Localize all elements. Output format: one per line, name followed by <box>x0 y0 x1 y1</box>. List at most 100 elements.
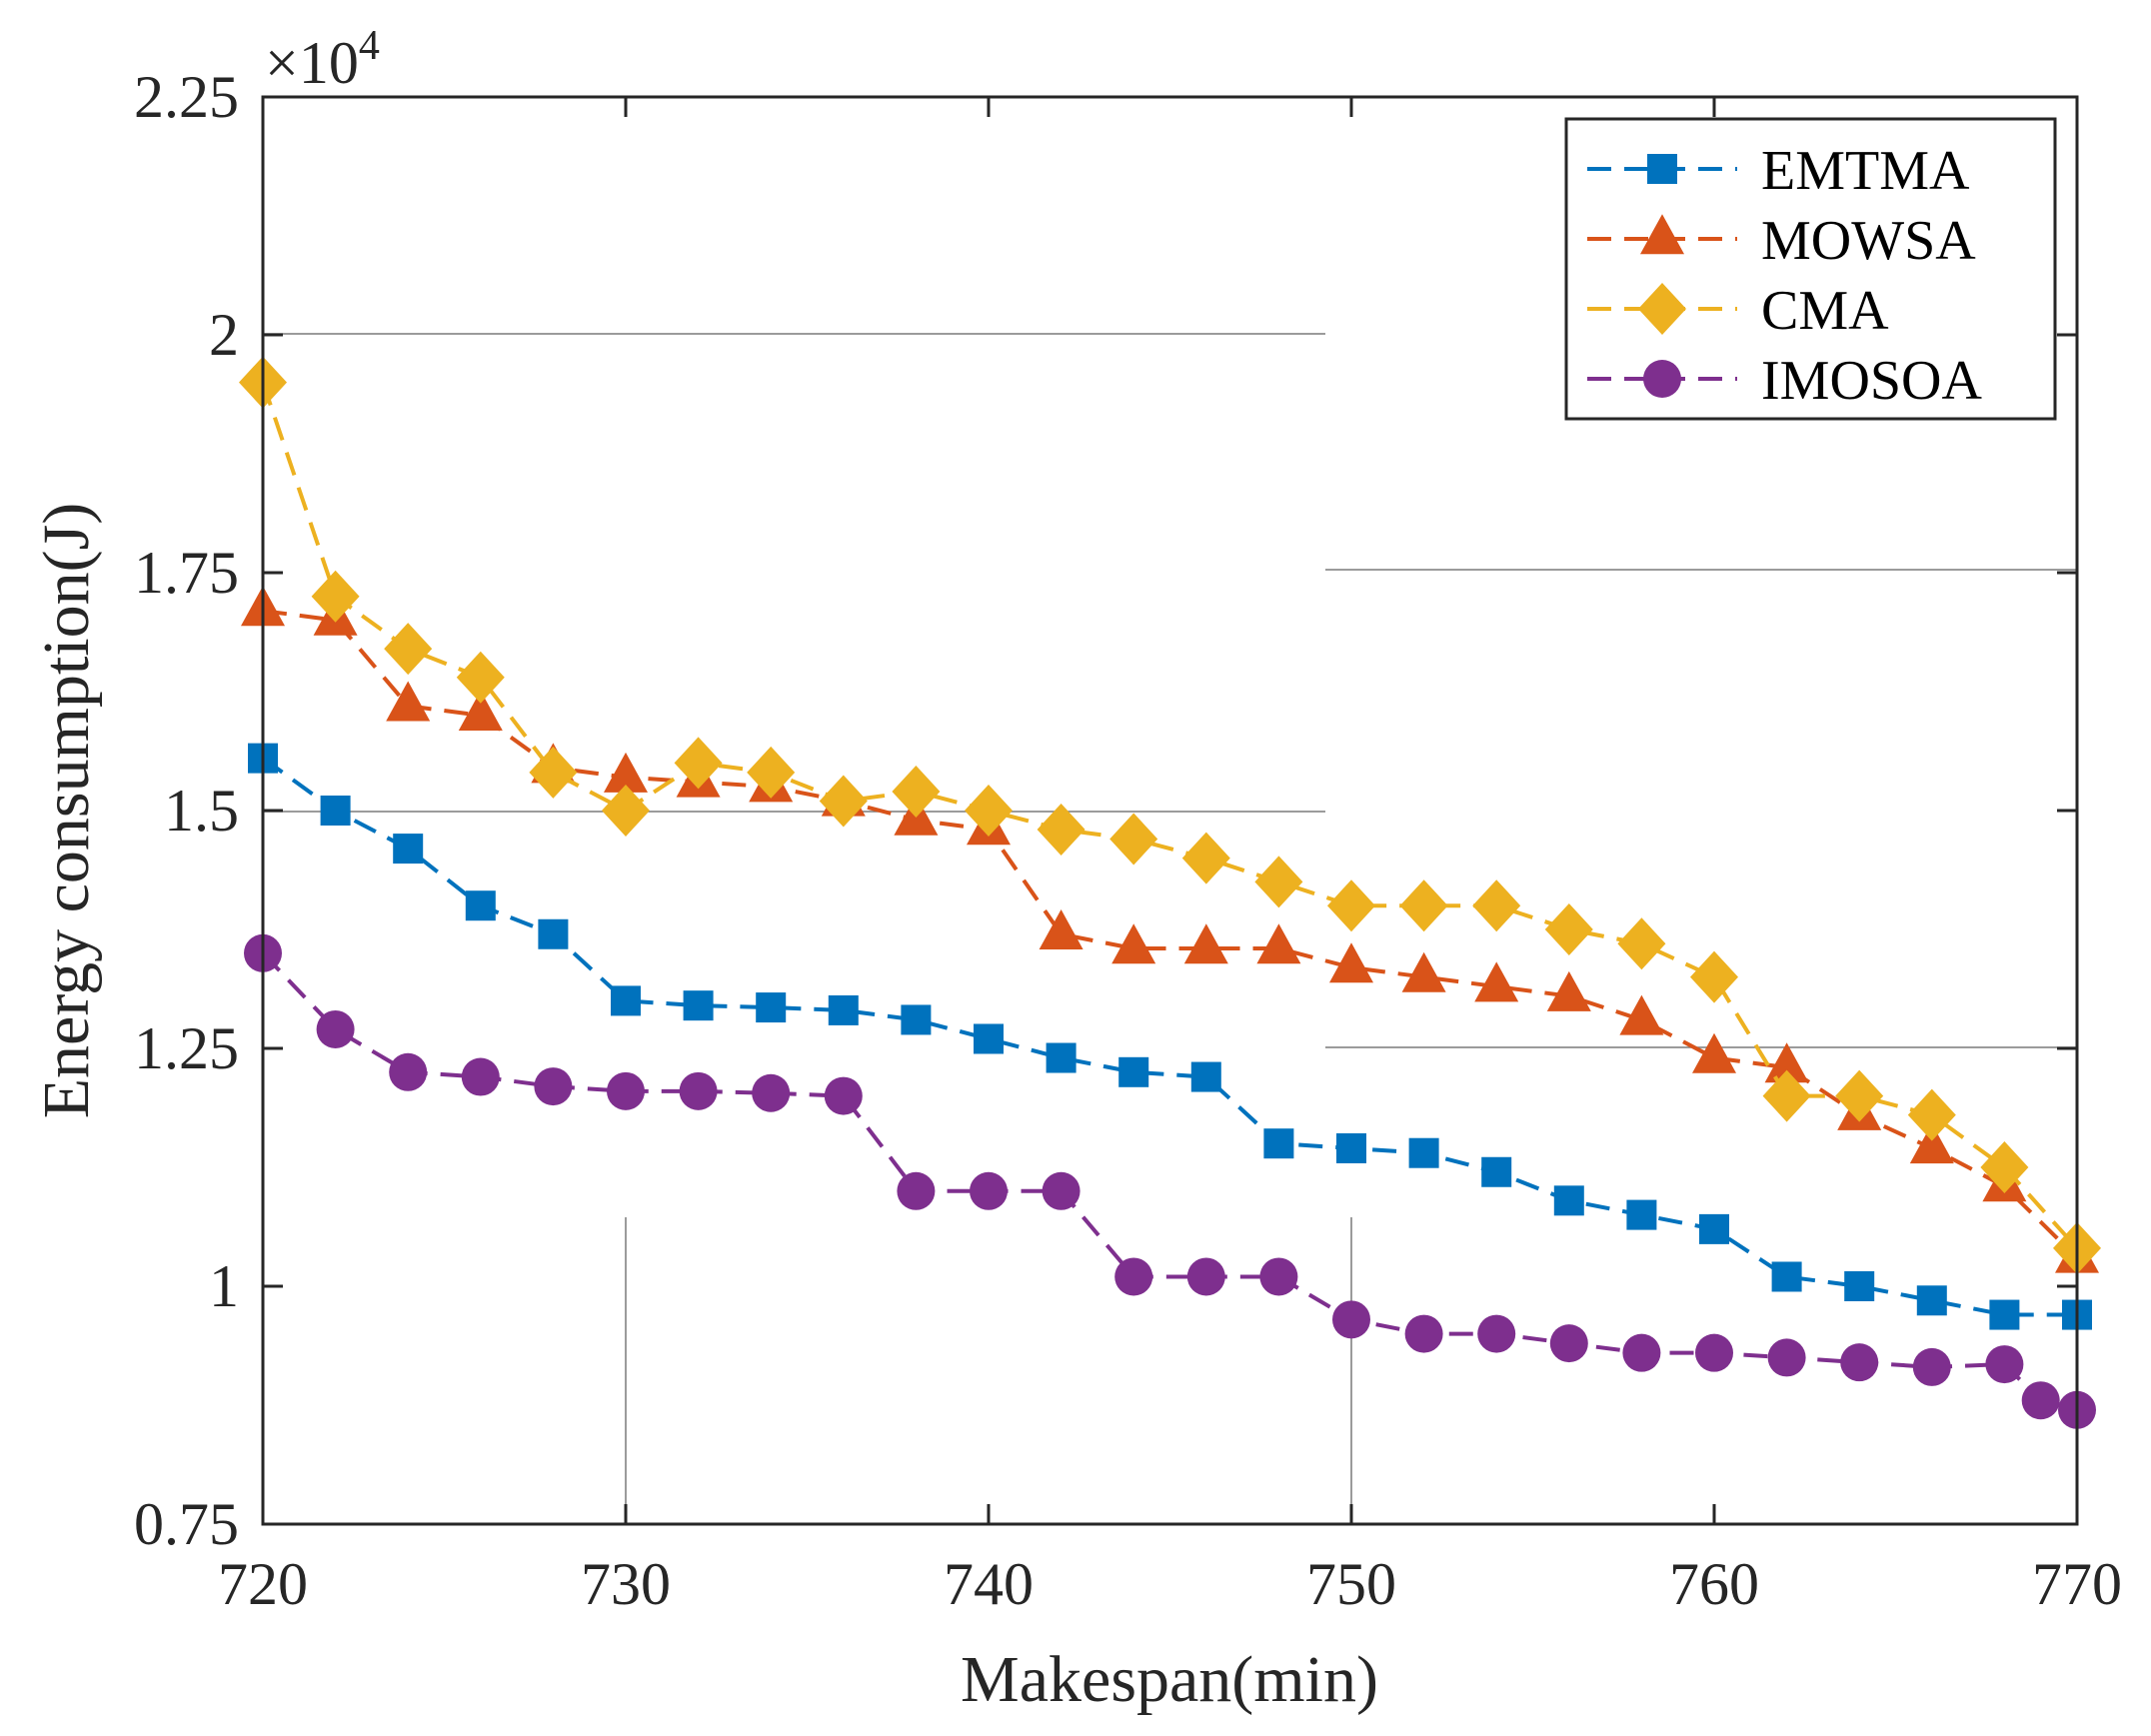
data-point-imosoa <box>534 1067 573 1106</box>
x-axis-title: Makespan(min) <box>961 1643 1378 1716</box>
y-tick-label: 1 <box>209 1253 239 1319</box>
data-point-emtma <box>1046 1042 1076 1073</box>
y-axis-title: Energy consumption(J) <box>30 503 103 1119</box>
artifact-lines <box>263 333 2077 1524</box>
data-point-emtma <box>1626 1199 1657 1230</box>
data-point-mowsa <box>1111 923 1156 964</box>
data-point-imosoa <box>1332 1300 1370 1339</box>
data-point-mowsa <box>1401 951 1446 992</box>
x-tick-label: 770 <box>2032 1551 2122 1617</box>
data-point-cma <box>1037 804 1085 857</box>
data-point-cma <box>1181 832 1230 884</box>
y-multiplier-exponent: 4 <box>359 23 380 69</box>
data-point-emtma <box>1263 1128 1294 1159</box>
data-point-cma <box>747 746 796 799</box>
data-point-imosoa <box>316 1009 355 1048</box>
data-point-emtma <box>393 834 424 865</box>
data-point-imosoa <box>1840 1343 1879 1382</box>
data-point-emtma <box>1553 1185 1584 1216</box>
data-point-imosoa <box>1477 1314 1516 1353</box>
legend-label-emtma: EMTMA <box>1761 140 1970 202</box>
data-point-cma <box>1907 1088 1956 1141</box>
data-point-imosoa <box>1695 1333 1733 1372</box>
data-point-emtma <box>1408 1137 1439 1168</box>
data-point-emtma <box>465 890 496 921</box>
x-tick-label: 750 <box>1306 1551 1396 1617</box>
data-point-emtma <box>1771 1261 1802 1292</box>
data-point-imosoa <box>389 1052 428 1091</box>
data-point-imosoa <box>1259 1257 1298 1296</box>
data-point-emtma <box>756 992 787 1023</box>
data-point-emtma <box>1336 1132 1366 1163</box>
data-point-cma <box>1835 1069 1884 1122</box>
data-point-cma <box>529 746 578 799</box>
data-point-imosoa <box>1622 1333 1661 1372</box>
series-imosoa <box>244 933 2096 1429</box>
data-point-cma <box>1544 903 1593 955</box>
data-point-emtma <box>1699 1213 1729 1244</box>
data-point-imosoa <box>970 1171 1008 1210</box>
legend-label-imosoa: IMOSOA <box>1761 350 1982 412</box>
data-point-imosoa <box>1985 1345 2024 1384</box>
series-cma <box>239 356 2101 1274</box>
data-point-imosoa <box>1042 1171 1080 1210</box>
data-point-mowsa <box>1039 908 1083 949</box>
data-point-emtma <box>828 994 859 1025</box>
data-point-imosoa <box>2021 1381 2060 1420</box>
data-point-cma <box>1254 856 1303 908</box>
data-point-mowsa <box>1692 1032 1736 1073</box>
data-point-cma <box>1399 879 1448 932</box>
data-point-cma <box>1327 879 1375 932</box>
data-point-cma <box>1617 917 1666 970</box>
x-tick-label: 720 <box>218 1551 308 1617</box>
data-point-mowsa <box>1909 1123 1954 1164</box>
x-tick-label: 740 <box>944 1551 1034 1617</box>
data-point-cma <box>1109 813 1158 866</box>
data-point-emtma <box>974 1023 1004 1054</box>
data-point-mowsa <box>1256 923 1301 964</box>
legend-marker-cma <box>1638 283 1686 335</box>
y-tick-label: 2.25 <box>134 64 239 130</box>
data-point-emtma <box>1916 1285 1947 1316</box>
legend-label-cma: CMA <box>1761 280 1889 342</box>
x-tick-label: 760 <box>1669 1551 1759 1617</box>
legend-marker-mowsa <box>1640 214 1684 255</box>
data-point-imosoa <box>897 1171 936 1210</box>
y-axis: 0.75 1 1.25 1.5 1.75 2 2.25 <box>134 64 2077 1557</box>
y-multiplier: ×104 <box>265 23 380 96</box>
x-axis: 720 730 740 750 760 770 <box>218 97 2122 1617</box>
data-point-cma <box>602 785 650 837</box>
data-point-cma <box>892 765 941 818</box>
data-point-mowsa <box>1546 970 1591 1011</box>
x-tick-label: 730 <box>581 1551 671 1617</box>
data-point-imosoa <box>1767 1338 1806 1377</box>
data-point-mowsa <box>386 681 431 722</box>
data-point-mowsa <box>1764 1042 1809 1083</box>
data-point-emtma <box>683 990 714 1021</box>
data-point-mowsa <box>604 752 648 793</box>
legend-marker-imosoa <box>1643 360 1681 398</box>
data-point-cma <box>819 775 868 828</box>
data-point-cma <box>965 785 1013 837</box>
y-tick-label: 1.5 <box>164 778 239 844</box>
data-point-cma <box>456 651 505 704</box>
data-point-imosoa <box>1549 1324 1588 1363</box>
legend-label-mowsa: MOWSA <box>1761 210 1976 272</box>
series-layer <box>239 356 2101 1429</box>
data-point-mowsa <box>1329 942 1373 983</box>
data-point-imosoa <box>824 1076 863 1115</box>
data-point-cma <box>674 737 723 790</box>
y-tick-label: 1.75 <box>134 540 239 606</box>
data-point-cma <box>384 623 433 676</box>
data-point-emtma <box>320 796 351 826</box>
data-point-emtma <box>538 918 569 949</box>
legend-marker-emtma <box>1647 154 1677 184</box>
y-multiplier-base: ×10 <box>265 30 359 96</box>
data-point-imosoa <box>679 1071 718 1110</box>
data-point-mowsa <box>1619 994 1664 1035</box>
data-point-cma <box>1690 950 1738 1003</box>
data-point-emtma <box>611 985 641 1016</box>
data-point-emtma <box>1844 1271 1875 1301</box>
data-point-imosoa <box>1912 1347 1951 1386</box>
